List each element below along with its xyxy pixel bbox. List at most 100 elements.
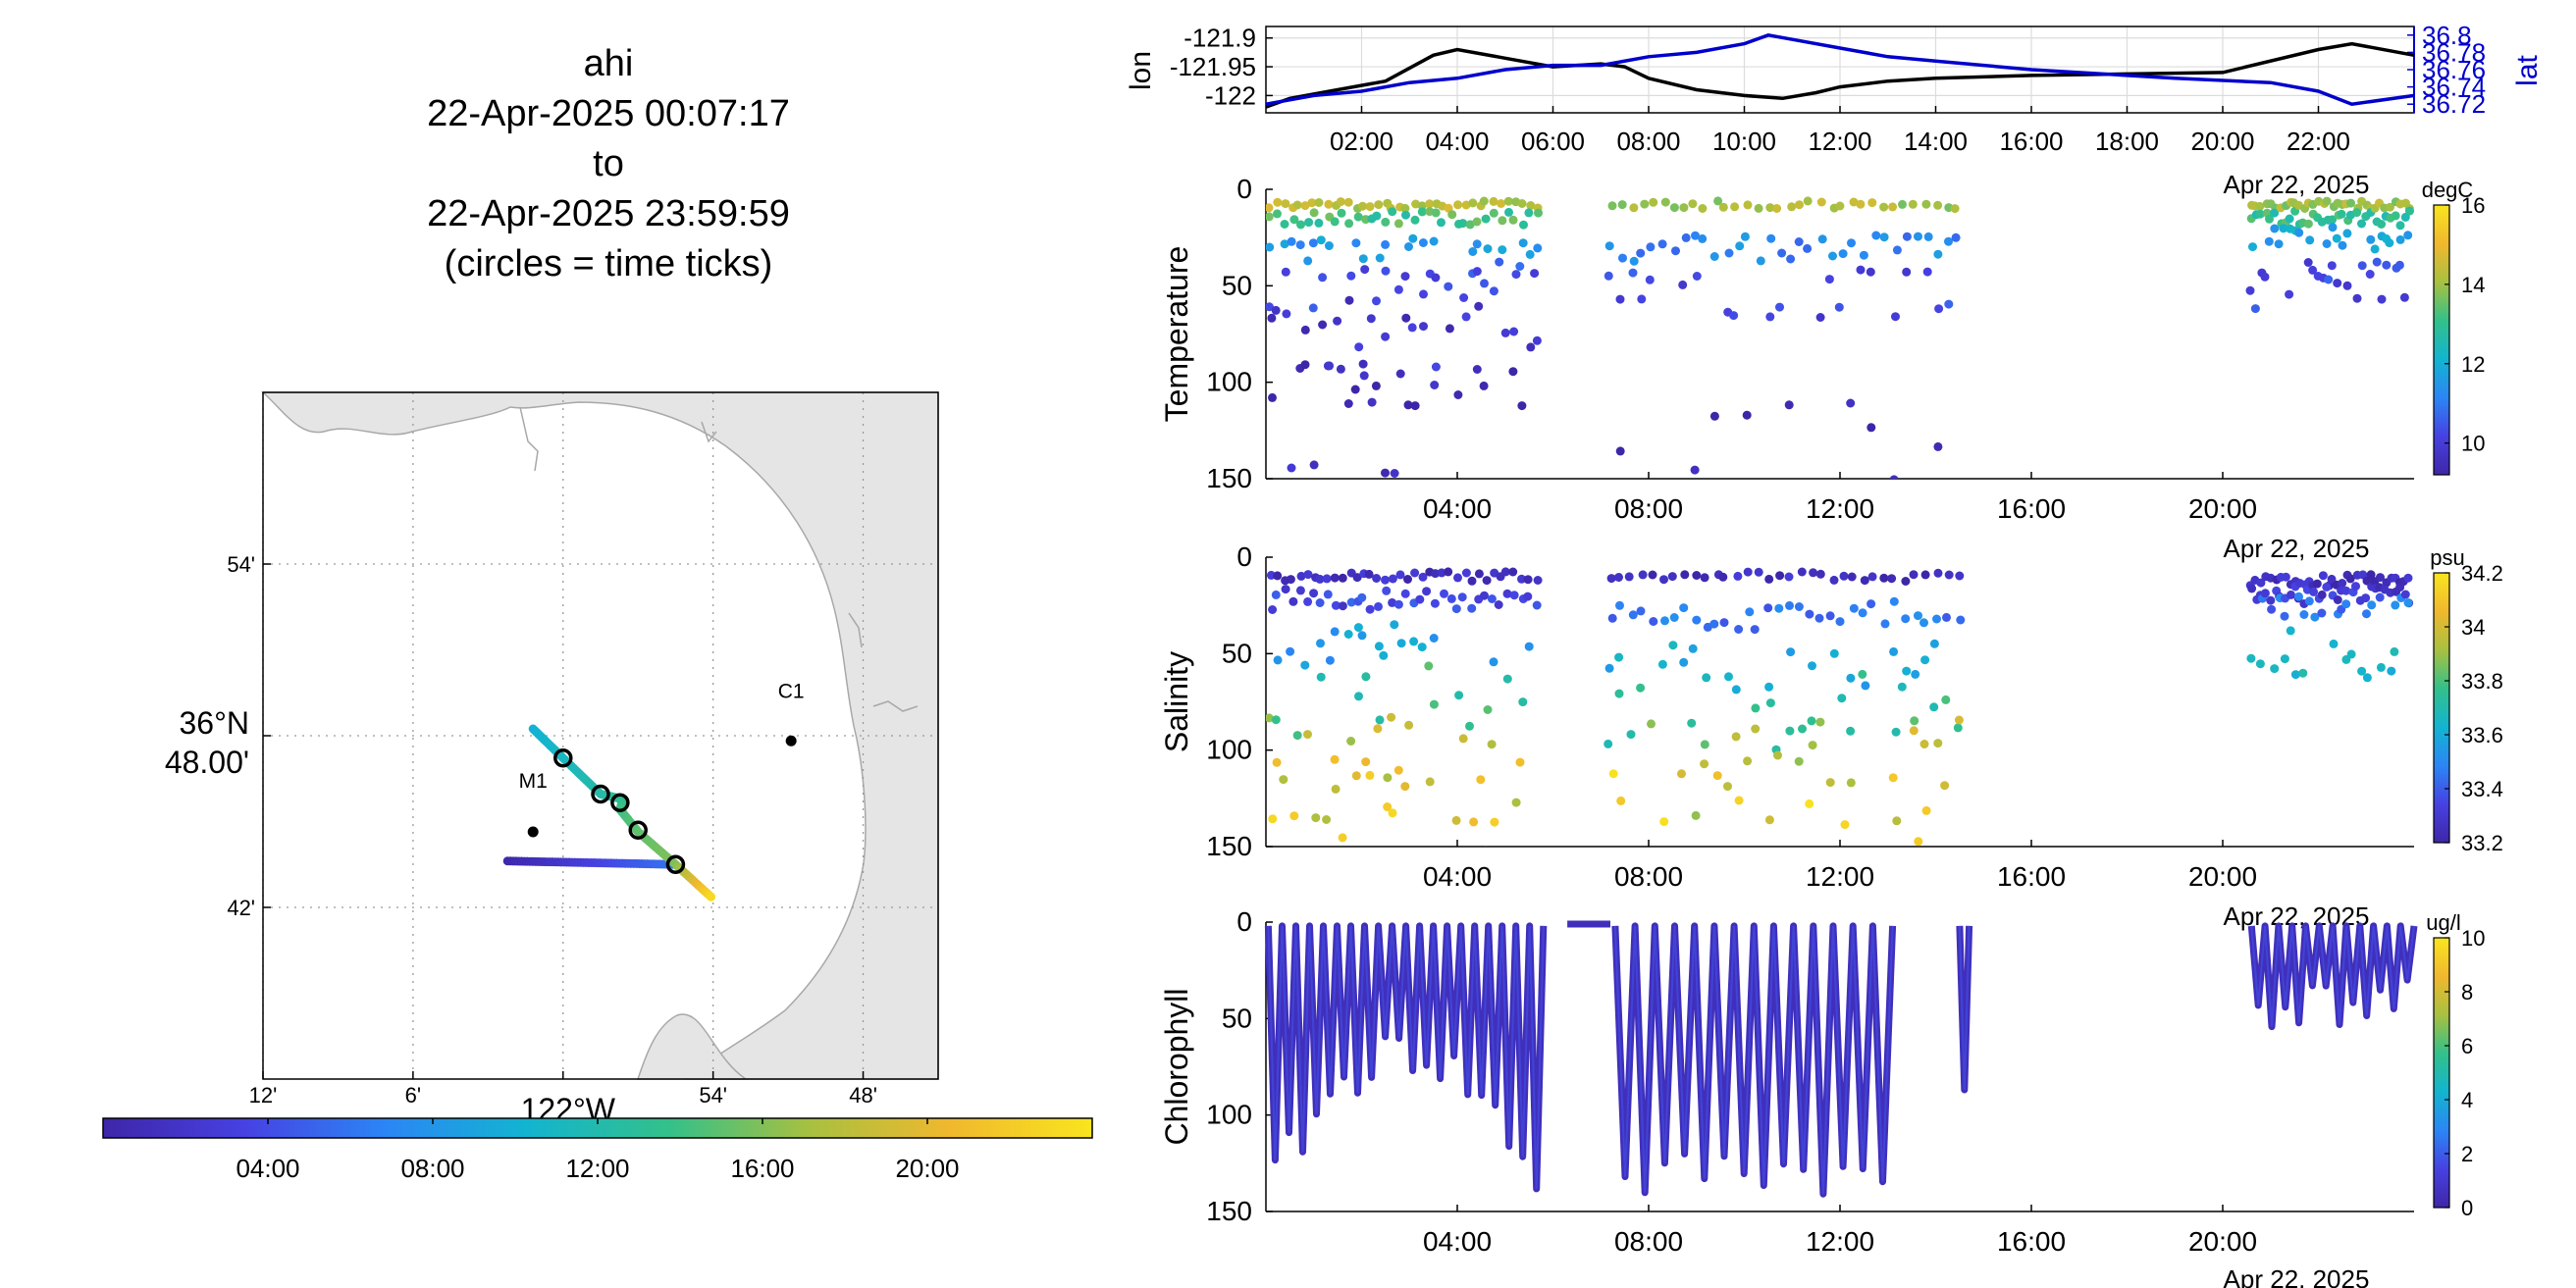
data-point (1659, 575, 1668, 585)
data-point (2329, 639, 2339, 648)
data-point (1933, 441, 1943, 451)
data-point (1304, 218, 1314, 228)
data-point (1626, 730, 1636, 740)
y-tick-label: 50 (1222, 270, 1252, 300)
data-point (1508, 215, 1518, 225)
data-point (1354, 342, 1364, 352)
data-point (2303, 258, 2313, 267)
time-tick-circle (665, 854, 686, 874)
data-point (1628, 610, 1638, 620)
data-point (1846, 673, 1856, 683)
track-point (707, 892, 716, 902)
data-point (1382, 586, 1392, 595)
data-point (2382, 260, 2392, 270)
data-point (1383, 802, 1393, 811)
station-label: C1 (778, 680, 805, 702)
colorbar-tick-label: 12 (2461, 352, 2485, 377)
data-point (1393, 765, 1403, 775)
data-point (1353, 212, 1363, 222)
time-tick-circle (610, 793, 630, 812)
data-point (1365, 770, 1375, 780)
data-point (1307, 198, 1317, 208)
data-point (2338, 579, 2347, 588)
data-point (1482, 576, 1492, 586)
data-point (1446, 593, 1456, 603)
data-point (2280, 654, 2289, 664)
data-point (1846, 726, 1856, 736)
data-point (1657, 659, 1667, 669)
data-point (1805, 609, 1814, 619)
data-point (1458, 734, 1468, 744)
data-point (1415, 594, 1425, 604)
data-point (1941, 695, 1951, 704)
data-point (1733, 571, 1743, 581)
data-point (1366, 314, 1376, 324)
data-point (1352, 573, 1362, 583)
data-point (1410, 568, 1420, 578)
data-point (1388, 808, 1397, 818)
data-point (1911, 669, 1920, 679)
data-point (1422, 587, 1432, 596)
data-point (2305, 235, 2315, 245)
data-point (1498, 216, 1507, 226)
data-point (1502, 589, 1512, 598)
data-point (2270, 224, 2280, 233)
data-point (1480, 279, 1489, 288)
x-tick-label: 12:00 (1806, 861, 1874, 892)
time-tick-circle (591, 784, 610, 804)
data-point (1734, 796, 1744, 805)
data-point (1437, 218, 1446, 228)
data-point (1835, 201, 1845, 211)
station-marker (527, 826, 539, 838)
data-point (1660, 616, 1669, 626)
data-point (1410, 215, 1420, 225)
data-point (1481, 214, 1491, 224)
data-point (1314, 198, 1324, 207)
x-tick-label: 04:00 (1423, 1226, 1492, 1257)
data-point (1472, 217, 1482, 227)
data-point (1755, 513, 1763, 522)
data-point (1933, 568, 1943, 578)
data-point (1667, 893, 1676, 902)
data-point (1898, 199, 1907, 209)
time-colorbar-ticks: 04:00 08:00 12:00 16:00 20:00 (236, 1118, 960, 1183)
data-point (1479, 381, 1489, 390)
data-point (1371, 381, 1381, 390)
data-point (1914, 837, 1923, 847)
data-point (1523, 575, 1533, 585)
data-point (1608, 769, 1618, 779)
data-point (1287, 463, 1296, 473)
data-point (1351, 771, 1361, 781)
data-point (1354, 692, 1363, 701)
data-point (1692, 571, 1702, 580)
data-point (1350, 385, 1360, 394)
x-tick-label: 12:00 (1806, 1226, 1874, 1257)
data-point (1834, 302, 1844, 312)
data-point (1657, 239, 1667, 249)
data-point (1784, 572, 1794, 582)
data-point (1835, 617, 1845, 627)
data-point (1408, 233, 1418, 243)
data-point (1660, 197, 1670, 207)
x-tick-label: 12:00 (1806, 493, 1874, 524)
data-point (1628, 268, 1638, 278)
data-point (1273, 209, 1282, 219)
data-point (2345, 574, 2355, 584)
data-point (1849, 603, 1859, 613)
data-point (1268, 605, 1278, 614)
river-4 (872, 700, 919, 712)
data-point (1901, 577, 1911, 586)
data-point (1887, 574, 1897, 584)
data-point (2308, 265, 2318, 275)
colorbar-tick-label: 8 (2461, 980, 2473, 1005)
data-point (1897, 682, 1907, 692)
data-point (1300, 360, 1310, 370)
data-point (1383, 773, 1393, 783)
data-point (1932, 614, 1941, 624)
data-point (2395, 234, 2405, 244)
lonlat-x-tick-label: 18:00 (2095, 127, 2159, 156)
data-point (1288, 596, 1298, 606)
data-point (1495, 257, 1504, 267)
data-point (1756, 256, 1765, 266)
colorbar-tick-label: 4 (2461, 1088, 2473, 1112)
